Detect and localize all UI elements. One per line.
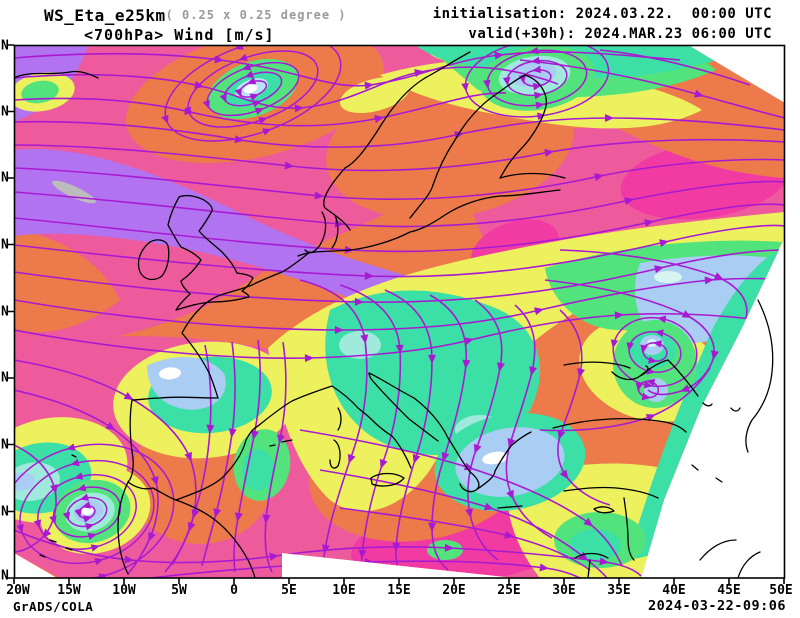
x-tick-label: 20E <box>442 583 466 598</box>
model-name: WS_Eta_e25km <box>44 6 166 25</box>
x-tick-label: 5W <box>171 583 187 598</box>
x-tick-label: 30E <box>552 583 576 598</box>
axis-ticks <box>8 44 785 584</box>
x-tick-label: 50E <box>769 583 793 598</box>
y-tick-label: N <box>1 38 9 54</box>
y-tick-label: N <box>1 237 9 253</box>
y-tick-label: N <box>1 170 9 186</box>
x-tick-label: 25E <box>497 583 521 598</box>
y-tick-label: N <box>1 304 9 320</box>
x-tick-label: 15E <box>387 583 411 598</box>
x-tick-label: 15W <box>57 583 81 598</box>
y-tick-label: N <box>1 437 9 453</box>
coastlines <box>14 51 774 578</box>
model-title: WS_Eta_e25km( 0.25 x 0.25 degree ) <box>44 6 347 25</box>
valid-time-label: valid(+30h): 2024.MAR.23 06:00 UTC <box>468 26 772 42</box>
x-tick-label: 45E <box>717 583 741 598</box>
x-tick-label: 20W <box>6 583 30 598</box>
init-time-label: initialisation: 2024.03.22. 00:00 UTC <box>432 6 772 22</box>
x-tick-label: 10W <box>112 583 136 598</box>
plot-frame <box>8 44 786 584</box>
streamlines <box>14 45 785 578</box>
grads-credit: GrADS/COLA <box>13 599 94 614</box>
y-tick-label: N <box>1 370 9 386</box>
variable-title: <700hPa> Wind [m/s] <box>84 26 275 44</box>
x-tick-label: 5E <box>281 583 297 598</box>
model-resolution: ( 0.25 x 0.25 degree ) <box>165 8 347 22</box>
y-tick-label: N <box>1 104 9 120</box>
x-tick-label: 0 <box>230 583 238 598</box>
x-tick-label: 35E <box>607 583 631 598</box>
x-tick-label: 40E <box>662 583 686 598</box>
x-tick-label: 10E <box>332 583 356 598</box>
y-tick-label: N <box>1 568 9 584</box>
creation-timestamp: 2024-03-22-09:06 <box>647 598 786 614</box>
y-tick-label: N <box>1 504 9 520</box>
